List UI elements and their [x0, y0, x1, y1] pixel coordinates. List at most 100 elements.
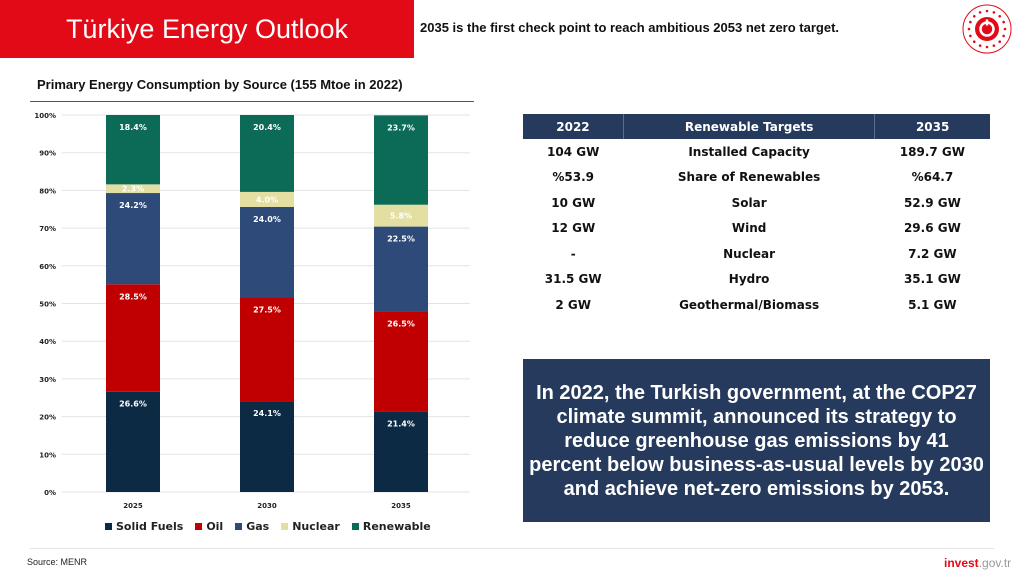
- legend-swatch: [351, 523, 359, 530]
- y-tick-label: 0%: [44, 489, 56, 497]
- legend-item: Renewable: [351, 520, 431, 533]
- bar-segment-nuclear: [240, 191, 294, 207]
- table-cell: 2 GW: [555, 297, 592, 312]
- table-row: 10 GW Solar 52.9 GW: [523, 190, 990, 216]
- x-tick-label: 2035: [391, 502, 411, 510]
- legend-item: Oil: [195, 520, 223, 533]
- table-cell: Geothermal/Biomass: [679, 297, 820, 312]
- y-tick-label: 10%: [39, 451, 56, 459]
- x-tick-label: 2025: [123, 502, 143, 510]
- cop27-info-box: In 2022, the Turkish government, at the …: [523, 359, 990, 522]
- table-cell: Installed Capacity: [688, 144, 810, 159]
- bar-segment-nuclear: [374, 204, 428, 227]
- y-tick-label: 60%: [39, 263, 56, 271]
- legend-label: Solid Fuels: [116, 520, 184, 533]
- bar-segment-solid-fuels: [374, 411, 428, 492]
- legend-swatch: [105, 523, 112, 530]
- table-row: 104 GW Installed Capacity 189.7 GW: [523, 139, 990, 165]
- bar-segment-gas: [374, 226, 428, 312]
- y-tick-label: 30%: [39, 376, 56, 384]
- y-tick-label: 50%: [39, 301, 56, 309]
- table-cell: 35.1 GW: [903, 272, 961, 287]
- data-label: 28.5%: [119, 292, 147, 301]
- legend-label: Gas: [246, 520, 270, 533]
- bar-segment-solid-fuels: [240, 401, 294, 492]
- data-label: 4.0%: [256, 195, 278, 204]
- tagline: 2035 is the first check point to reach a…: [420, 20, 840, 35]
- page-title: Türkiye Energy Outlook: [0, 0, 414, 58]
- y-tick-label: 40%: [39, 338, 56, 346]
- table-cell: 104 GW: [547, 144, 600, 159]
- presidency-logo-icon: [962, 4, 1012, 54]
- table-header-cell: 2022: [523, 114, 624, 139]
- table-row: 12 GW Wind 29.6 GW: [523, 216, 990, 242]
- x-tick-label: 2030: [257, 502, 277, 510]
- chart-legend: Solid Fuels Oil Gas Nuclear Renewable: [105, 520, 431, 533]
- logo-star: [978, 44, 982, 47]
- logo-star: [985, 45, 989, 49]
- table-row: %53.9 Share of Renewables %64.7: [523, 165, 990, 191]
- data-label: 18.4%: [119, 123, 147, 132]
- bar-segment-oil: [374, 311, 428, 412]
- table-cell: Solar: [731, 195, 767, 210]
- table-cell: Nuclear: [723, 246, 776, 261]
- data-label: 2.3%: [122, 185, 144, 194]
- y-tick-label: 20%: [39, 414, 56, 422]
- logo-star: [1002, 20, 1005, 24]
- table-cell: Share of Renewables: [677, 170, 821, 185]
- table-cell: %64.7: [911, 170, 954, 185]
- table-cell: 10 GW: [551, 195, 596, 210]
- bar-segment-oil: [240, 297, 294, 402]
- legend-swatch: [235, 523, 243, 530]
- source-note: Source: MENR: [27, 557, 88, 567]
- legend-swatch: [281, 523, 289, 530]
- table-cell: 7.2 GW: [908, 246, 957, 261]
- logo-star: [1003, 27, 1007, 31]
- table-header-cell: Renewable Targets: [622, 114, 875, 139]
- data-label: 27.5%: [253, 305, 281, 314]
- logo-star: [985, 9, 989, 13]
- table-cell: -: [570, 246, 576, 261]
- table-header-cell: 2035: [874, 114, 990, 139]
- y-tick-label: 70%: [39, 225, 56, 233]
- stacked-bar-chart: 0% 10% 20% 30% 40% 50% 60% 70% 80% 90% 100% 26.6% 2…: [34, 112, 470, 510]
- bar-segment-gas: [240, 206, 294, 298]
- table-row: 31.5 GW Hydro 35.1 GW: [523, 267, 990, 293]
- table-cell: %53.9: [552, 170, 595, 185]
- table-cell: 5.1 GW: [908, 297, 957, 312]
- data-label: 23.7%: [387, 123, 415, 132]
- footer-divider: [30, 548, 994, 549]
- legend-label: Nuclear: [292, 520, 340, 533]
- bar-segment-renewable: [106, 115, 160, 185]
- bar-segment-nuclear: [106, 184, 160, 194]
- bar-segment-gas: [106, 193, 160, 285]
- logo-star: [972, 14, 976, 18]
- logo-star: [969, 20, 972, 24]
- legend-swatch: [195, 523, 203, 530]
- y-tick-label: 90%: [39, 150, 56, 158]
- legend-item: Solid Fuels: [105, 520, 183, 533]
- logo-star: [992, 44, 996, 47]
- data-label: 21.4%: [387, 419, 415, 428]
- chart-title: Primary Energy Consumption by Source (15…: [37, 77, 403, 92]
- table-row: - Nuclear 7.2 GW: [523, 241, 990, 267]
- logo-star: [998, 40, 1002, 44]
- brand-logo: invest.gov.tr: [944, 556, 1011, 570]
- logo-star: [998, 14, 1002, 18]
- data-label: 24.2%: [119, 201, 147, 210]
- logo-star: [967, 27, 971, 31]
- renewable-targets-table: 2022 Renewable Targets 2035 104 GW Installe…: [523, 114, 990, 318]
- chart-title-rule: [30, 101, 474, 102]
- logo-star: [978, 11, 982, 14]
- data-label: 22.5%: [387, 235, 415, 244]
- logo-star: [1002, 34, 1005, 38]
- data-label: 24.0%: [253, 215, 281, 224]
- logo-star: [972, 40, 976, 44]
- y-tick-label: 80%: [39, 187, 56, 195]
- y-tick-label: 100%: [34, 112, 56, 120]
- table-cell: 52.9 GW: [903, 195, 961, 210]
- data-label: 26.5%: [387, 319, 415, 328]
- logo-star: [992, 11, 996, 14]
- table-cell: 29.6 GW: [903, 221, 961, 236]
- legend-label: Renewable: [362, 520, 431, 533]
